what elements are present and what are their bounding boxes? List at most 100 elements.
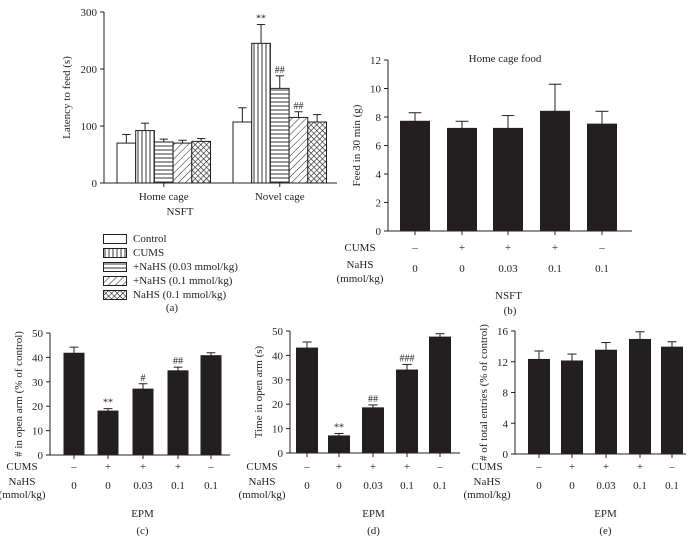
legend-label: Control <box>133 232 167 245</box>
x-axis-label-d: EPM <box>362 508 385 520</box>
cums-value-c: – <box>70 461 77 473</box>
y-tick-label-a: 0 <box>92 178 98 190</box>
y-tick-label-b: 8 <box>376 112 382 124</box>
row-label-cums-c: CUMS <box>6 461 37 473</box>
cums-value-e: – <box>668 461 675 473</box>
bar-d <box>396 369 418 454</box>
panel-label-c: (c) <box>136 525 149 537</box>
cums-value-b: – <box>598 242 605 254</box>
bar-d <box>429 336 451 454</box>
nahs-value-e: 0 <box>536 480 542 492</box>
bar-c <box>132 388 154 456</box>
panel-label-b: (b) <box>504 305 517 317</box>
nahs-value-c: 0 <box>105 480 111 492</box>
bar-a <box>251 42 271 184</box>
y-tick-label-e: 0 <box>503 449 509 461</box>
nahs-value-c: 0.03 <box>133 480 153 492</box>
row-label-nahs-e: NaHS <box>474 476 501 488</box>
panel-label-e: (e) <box>599 525 612 537</box>
nahs-value-c: 0.1 <box>171 480 185 492</box>
cums-value-b: – <box>411 242 418 254</box>
cums-value-d: – <box>436 461 443 473</box>
y-axis-label-a: Latency to feed (s) <box>61 56 73 139</box>
y-tick-label-e: 8 <box>503 388 509 400</box>
bar-a <box>116 142 137 184</box>
y-tick-label-c: 40 <box>32 352 44 364</box>
bar-a <box>135 130 155 184</box>
cums-value-d: + <box>370 461 376 473</box>
significance-label-a: ## <box>293 101 303 112</box>
y-axis-label-d: Time in open arm (s) <box>253 345 265 438</box>
y-tick-label-c: 50 <box>32 328 44 340</box>
category-label-a: Novel cage <box>255 191 305 203</box>
cums-value-c: + <box>175 461 181 473</box>
nahs-value-c: 0.1 <box>204 480 218 492</box>
cums-value-e: + <box>603 461 609 473</box>
y-axis-label-b: Feed in 30 min (g) <box>351 104 363 186</box>
bar-e <box>528 358 550 455</box>
y-tick-label-d: 20 <box>272 399 284 411</box>
y-tick-label-e: 12 <box>497 357 508 369</box>
nahs-value-d: 0 <box>336 480 342 492</box>
bar-d <box>328 435 350 454</box>
bar-b <box>400 120 430 232</box>
cums-value-c: + <box>140 461 146 473</box>
y-tick-label-d: 50 <box>272 326 284 338</box>
bar-b <box>493 127 523 232</box>
bar-e <box>661 346 683 455</box>
legend-swatch <box>103 261 127 272</box>
cums-value-d: – <box>303 461 310 473</box>
nahs-value-d: 0.1 <box>433 480 447 492</box>
y-tick-label-d: 40 <box>272 350 284 362</box>
bar-a <box>288 116 309 184</box>
y-tick-label-b: 4 <box>376 169 382 181</box>
bar-c <box>63 352 85 456</box>
y-tick-label-b: 10 <box>370 84 382 96</box>
y-tick-label-e: 4 <box>503 418 509 430</box>
bar-a <box>307 121 327 184</box>
category-label-a: Home cage <box>139 191 189 203</box>
x-axis-label-a: NSFT <box>167 206 194 218</box>
nahs-value-b: 0.1 <box>548 263 562 275</box>
legend-item: Control <box>103 232 167 245</box>
legend-item: NaHS (0.1 mmol/kg) <box>103 288 226 301</box>
nahs-value-b: 0.03 <box>498 263 518 275</box>
cums-value-c: + <box>105 461 111 473</box>
row-label-cums-d: CUMS <box>246 461 277 473</box>
panel-label-a: (a) <box>166 302 179 314</box>
y-tick-label-c: 0 <box>38 450 44 462</box>
nahs-value-d: 0.03 <box>363 480 383 492</box>
bar-a <box>191 140 212 184</box>
legend-label: +NaHS (0.1 mmol/kg) <box>133 274 233 287</box>
bar-e <box>629 338 651 455</box>
y-tick-label-d: 30 <box>272 375 284 387</box>
y-tick-label-a: 200 <box>81 64 98 76</box>
significance-label-c: ## <box>173 356 183 367</box>
cums-value-e: – <box>535 461 542 473</box>
nahs-value-e: 0 <box>569 480 575 492</box>
bar-c <box>200 355 222 456</box>
row-label-unit-e: (mmol/kg) <box>463 489 510 501</box>
nahs-value-b: 0.1 <box>595 263 609 275</box>
x-axis-label-c: EPM <box>131 508 154 520</box>
bar-e <box>561 360 583 455</box>
nahs-value-e: 0.1 <box>633 480 647 492</box>
cums-value-c: – <box>207 461 214 473</box>
cums-value-e: + <box>637 461 643 473</box>
bar-a <box>232 121 253 184</box>
row-label-unit-b: (mmol/kg) <box>336 273 383 285</box>
y-tick-label-b: 6 <box>376 141 382 153</box>
y-tick-label-b: 0 <box>376 226 382 238</box>
legend-label: +NaHS (0.03 mmol/kg) <box>133 260 238 273</box>
row-label-nahs-d: NaHS <box>249 476 276 488</box>
cums-value-d: + <box>404 461 410 473</box>
legend-swatch <box>103 233 127 244</box>
y-tick-label-d: 0 <box>278 448 284 460</box>
y-tick-label-c: 30 <box>32 377 44 389</box>
bar-a <box>172 142 193 184</box>
significance-label-a: ## <box>275 65 285 76</box>
legend-label: CUMS <box>133 246 165 259</box>
row-label-nahs-c: NaHS <box>9 476 36 488</box>
